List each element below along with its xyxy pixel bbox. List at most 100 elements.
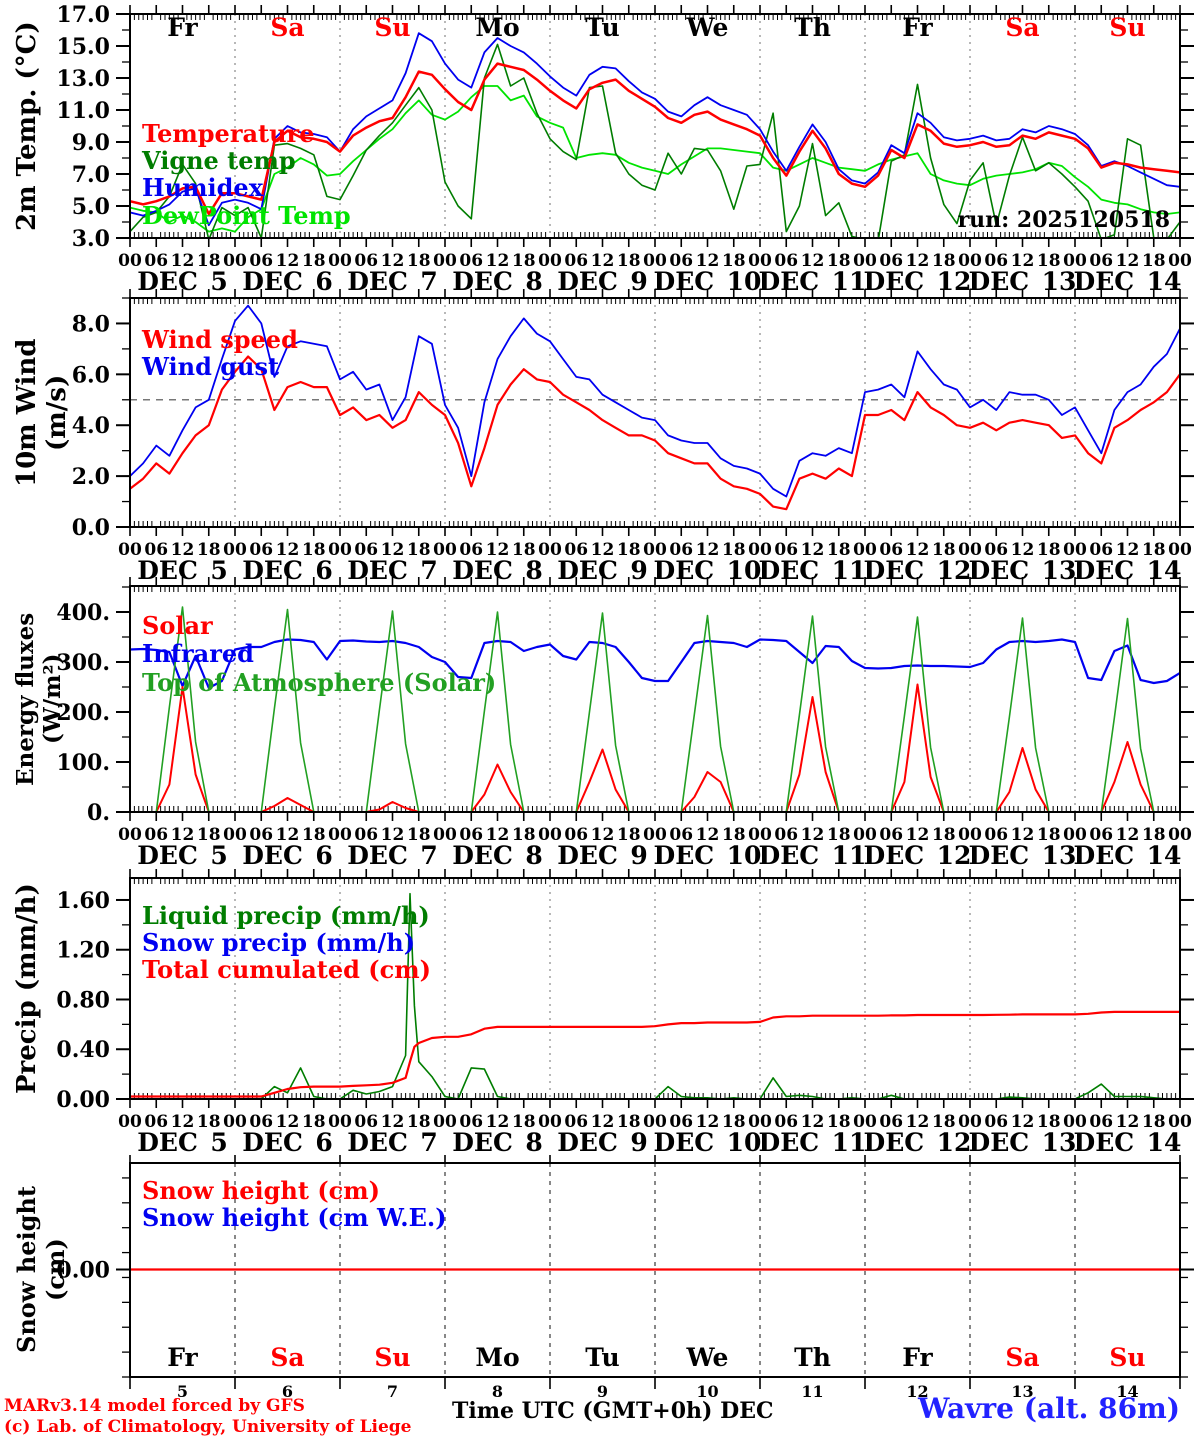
legend-humidex: Humidex bbox=[142, 173, 263, 202]
x-hour-label: 18 bbox=[932, 1112, 956, 1132]
day-number-label: 14 bbox=[1116, 1382, 1138, 1401]
series-total_cumulated bbox=[130, 1010, 1180, 1098]
x-hour-label: 00 bbox=[538, 251, 562, 271]
x-hour-label: 12 bbox=[801, 825, 825, 845]
x-hour-label: 18 bbox=[827, 540, 851, 560]
x-hour-label: 00 bbox=[853, 251, 877, 271]
y-tick-label: 11.0 bbox=[56, 98, 110, 124]
x-hour-label: 18 bbox=[197, 540, 221, 560]
day-name-label: Sa bbox=[270, 1343, 304, 1372]
panel-border-precip-panel bbox=[129, 877, 1181, 1100]
y-tick-label: 0.80 bbox=[56, 987, 110, 1013]
x-hour-label: 12 bbox=[381, 540, 405, 560]
x-hour-label: 00 bbox=[118, 825, 142, 845]
x-hour-label: 18 bbox=[827, 251, 851, 271]
x-hour-label: 00 bbox=[643, 1112, 667, 1132]
x-hour-label: 18 bbox=[512, 825, 536, 845]
y-tick-label: 0. bbox=[87, 800, 110, 826]
panel-border-snow-panel bbox=[129, 1162, 1181, 1378]
x-hour-label: 06 bbox=[354, 825, 378, 845]
x-hour-label: 18 bbox=[617, 1112, 641, 1132]
x-hour-label: 00 bbox=[643, 540, 667, 560]
x-hour-label: 18 bbox=[1037, 251, 1061, 271]
day-name-label: Sa bbox=[270, 13, 304, 42]
x-hour-label: 12 bbox=[276, 251, 300, 271]
x-hour-label: 06 bbox=[1089, 251, 1113, 271]
x-hour-label: 12 bbox=[1116, 251, 1140, 271]
x-hour-label: 06 bbox=[984, 825, 1008, 845]
day-name-label: Sa bbox=[1005, 1343, 1039, 1372]
legend-solar: Solar bbox=[142, 611, 213, 640]
y-tick-label: 2.0 bbox=[72, 464, 110, 490]
y-tick-label: 15.0 bbox=[56, 34, 110, 60]
legend-wind-speed: Wind speed bbox=[142, 325, 298, 354]
x-hour-label: 12 bbox=[696, 540, 720, 560]
x-day-label: DEC 13 bbox=[969, 1128, 1077, 1157]
series-temperature bbox=[130, 62, 1180, 216]
legend-temperature: Temperature bbox=[142, 119, 315, 148]
x-hour-label: 06 bbox=[879, 825, 903, 845]
y-axis-title-temp: 2m Temp. (°C) bbox=[12, 21, 42, 231]
series-dewpoint bbox=[130, 85, 1180, 233]
x-hour-label: 00 bbox=[223, 825, 247, 845]
x-hour-label: 00 bbox=[643, 825, 667, 845]
x-day-label: DEC 6 bbox=[242, 1128, 333, 1157]
x-day-label: DEC 9 bbox=[557, 1128, 648, 1157]
x-day-label: DEC 5 bbox=[137, 841, 228, 870]
x-hour-label: 18 bbox=[1142, 540, 1166, 560]
x-hour-label: 18 bbox=[407, 540, 431, 560]
x-hour-label: 00 bbox=[433, 540, 457, 560]
x-hour-label: 06 bbox=[354, 251, 378, 271]
x-hour-label: 18 bbox=[197, 251, 221, 271]
panel-border-wind-panel bbox=[129, 297, 1181, 528]
x-hour-label: 00 bbox=[1063, 540, 1087, 560]
x-hour-label: 00 bbox=[958, 1112, 982, 1132]
series-wind_speed bbox=[130, 355, 1180, 511]
x-hour-label: 18 bbox=[1142, 251, 1166, 271]
x-hour-label: 00 bbox=[1168, 251, 1192, 271]
x-hour-label: 12 bbox=[906, 540, 930, 560]
x-hour-label: 06 bbox=[564, 1112, 588, 1132]
x-hour-label: 00 bbox=[643, 251, 667, 271]
x-hour-label: 18 bbox=[932, 251, 956, 271]
x-hour-label: 06 bbox=[354, 540, 378, 560]
day-number-label: 12 bbox=[906, 1382, 928, 1401]
day-name-label: We bbox=[686, 1343, 729, 1372]
day-number-label: 7 bbox=[387, 1382, 398, 1401]
x-hour-label: 06 bbox=[249, 251, 273, 271]
x-hour-label: 06 bbox=[669, 1112, 693, 1132]
y-tick-label: 13.0 bbox=[56, 66, 110, 92]
x-hour-label: 18 bbox=[512, 1112, 536, 1132]
x-hour-label: 18 bbox=[197, 1112, 221, 1132]
x-hour-label: 06 bbox=[1089, 540, 1113, 560]
x-hour-label: 00 bbox=[223, 251, 247, 271]
x-hour-label: 06 bbox=[669, 825, 693, 845]
x-hour-label: 18 bbox=[722, 251, 746, 271]
x-day-label: DEC 12 bbox=[864, 841, 972, 870]
x-hour-label: 18 bbox=[302, 251, 326, 271]
x-day-label: DEC 12 bbox=[864, 1128, 972, 1157]
x-day-label: DEC 7 bbox=[347, 1128, 438, 1157]
x-hour-label: 12 bbox=[381, 251, 405, 271]
legend-total-cumulated: Total cumulated (cm) bbox=[142, 955, 432, 984]
x-hour-label: 00 bbox=[853, 825, 877, 845]
x-hour-label: 12 bbox=[1011, 825, 1035, 845]
x-hour-label: 12 bbox=[171, 540, 195, 560]
panel-border-temperature-panel bbox=[129, 13, 1181, 239]
legend-top-of-atmosphere: Top of Atmosphere (Solar) bbox=[142, 668, 497, 697]
x-hour-label: 00 bbox=[1168, 540, 1192, 560]
x-hour-label: 12 bbox=[381, 1112, 405, 1132]
x-hour-label: 12 bbox=[696, 825, 720, 845]
x-hour-label: 12 bbox=[906, 825, 930, 845]
x-hour-label: 18 bbox=[197, 825, 221, 845]
x-hour-label: 18 bbox=[827, 825, 851, 845]
x-hour-label: 00 bbox=[1063, 251, 1087, 271]
x-hour-label: 00 bbox=[433, 251, 457, 271]
day-name-label: Fr bbox=[167, 13, 198, 42]
x-hour-label: 12 bbox=[906, 251, 930, 271]
x-hour-label: 12 bbox=[1011, 251, 1035, 271]
day-name-label: Su bbox=[1109, 13, 1145, 42]
x-hour-label: 18 bbox=[827, 1112, 851, 1132]
y-axis-title-snow: Snow height (cm) bbox=[12, 1186, 70, 1354]
